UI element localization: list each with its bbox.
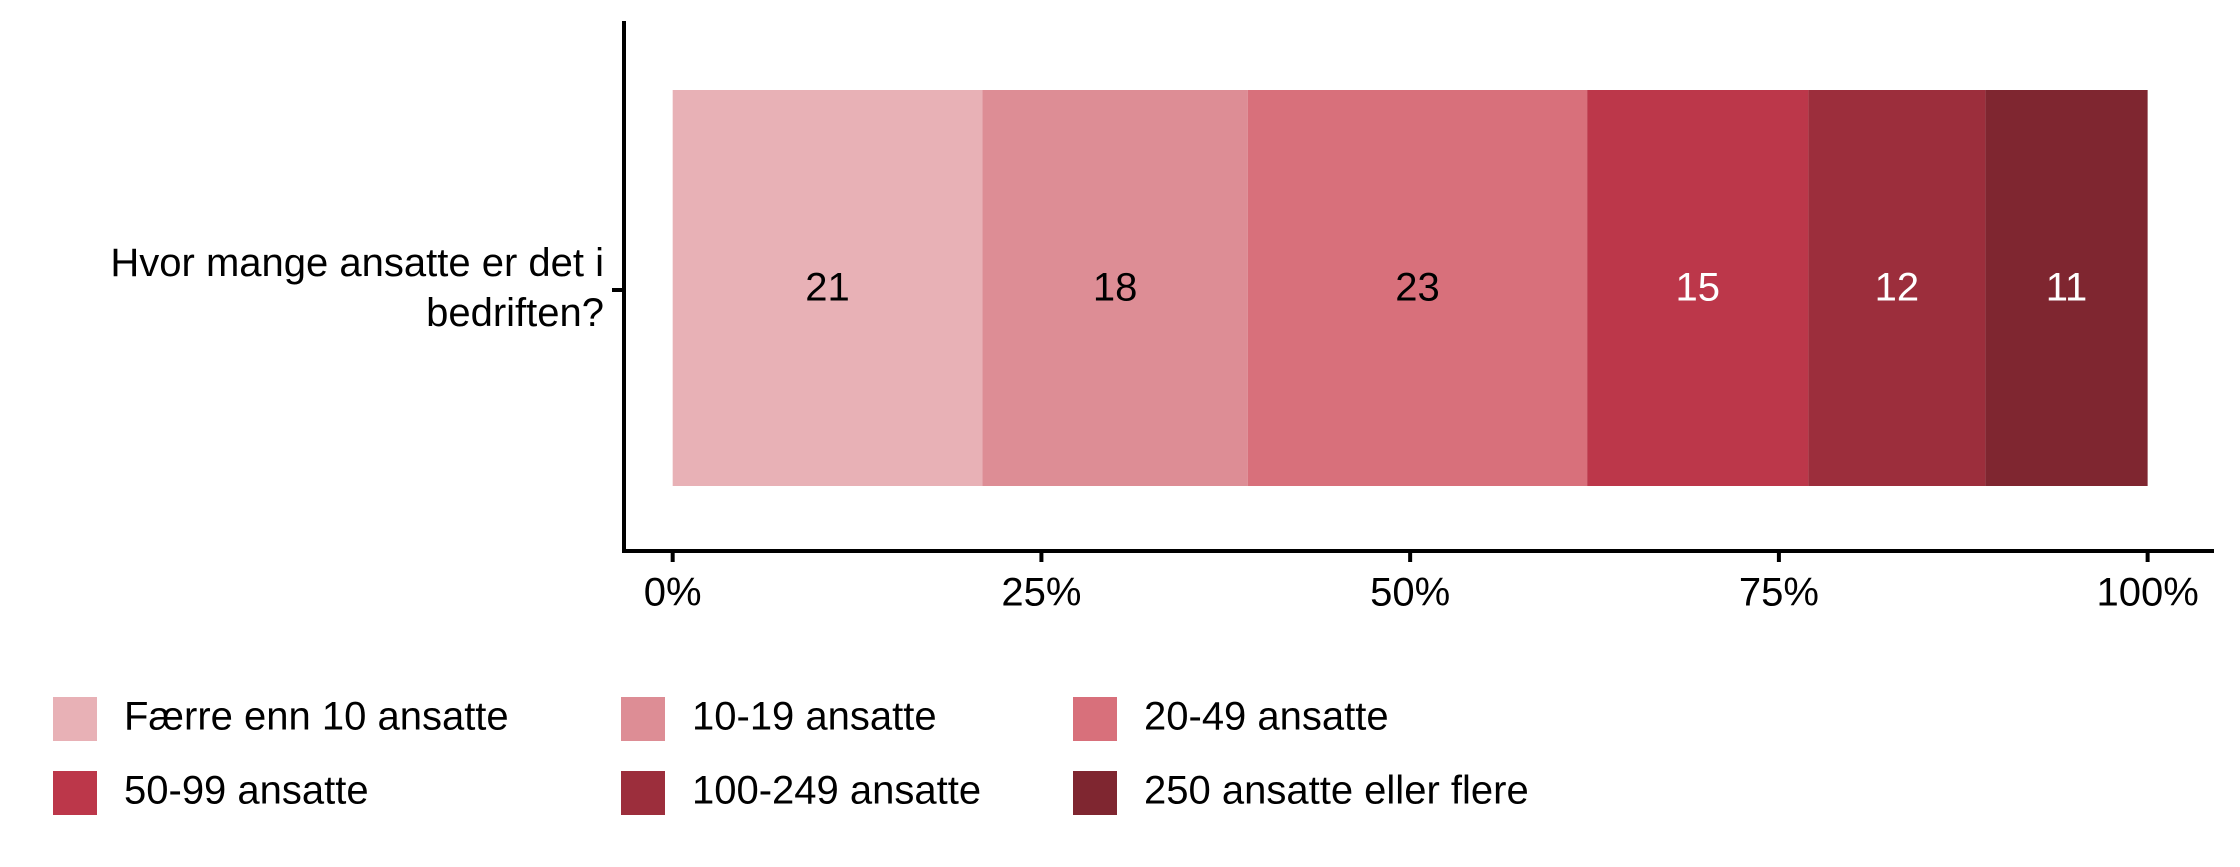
- data-label: 11: [2046, 266, 2088, 310]
- legend-label: 10-19 ansatte: [692, 695, 937, 739]
- bar-segment: [1985, 90, 2148, 486]
- legend-label: 100-249 ansatte: [692, 769, 981, 813]
- x-tick-label: 75%: [1739, 571, 1819, 615]
- legend-swatch: [1073, 771, 1117, 815]
- x-tick-label: 0%: [644, 571, 702, 615]
- legend-label: 50-99 ansatte: [124, 769, 369, 813]
- legend-swatch: [621, 697, 665, 741]
- bar-segment: [982, 90, 1248, 486]
- bar-segment: [1247, 90, 1588, 486]
- data-label: 21: [805, 266, 850, 310]
- bar-segment: [1808, 90, 1986, 486]
- x-tick-label: 50%: [1370, 571, 1450, 615]
- legend-swatch: [1073, 697, 1117, 741]
- data-label: 23: [1395, 266, 1440, 310]
- x-tick-label: 100%: [2096, 571, 2198, 615]
- x-tick-label: 25%: [1001, 571, 1081, 615]
- bar-segment: [1587, 90, 1809, 486]
- legend-swatch: [53, 771, 97, 815]
- bar-segment: [672, 90, 983, 486]
- y-tick-label: Hvor mange ansatte er det i bedriften?: [110, 241, 604, 335]
- data-label: 15: [1676, 266, 1721, 310]
- data-label: 12: [1875, 266, 1920, 310]
- legend-label: Færre enn 10 ansatte: [124, 695, 509, 739]
- legend-label: 20-49 ansatte: [1144, 695, 1389, 739]
- data-label: 18: [1093, 266, 1138, 310]
- legend-swatch: [621, 771, 665, 815]
- legend-label: 250 ansatte eller flere: [1144, 769, 1529, 813]
- legend-swatch: [53, 697, 97, 741]
